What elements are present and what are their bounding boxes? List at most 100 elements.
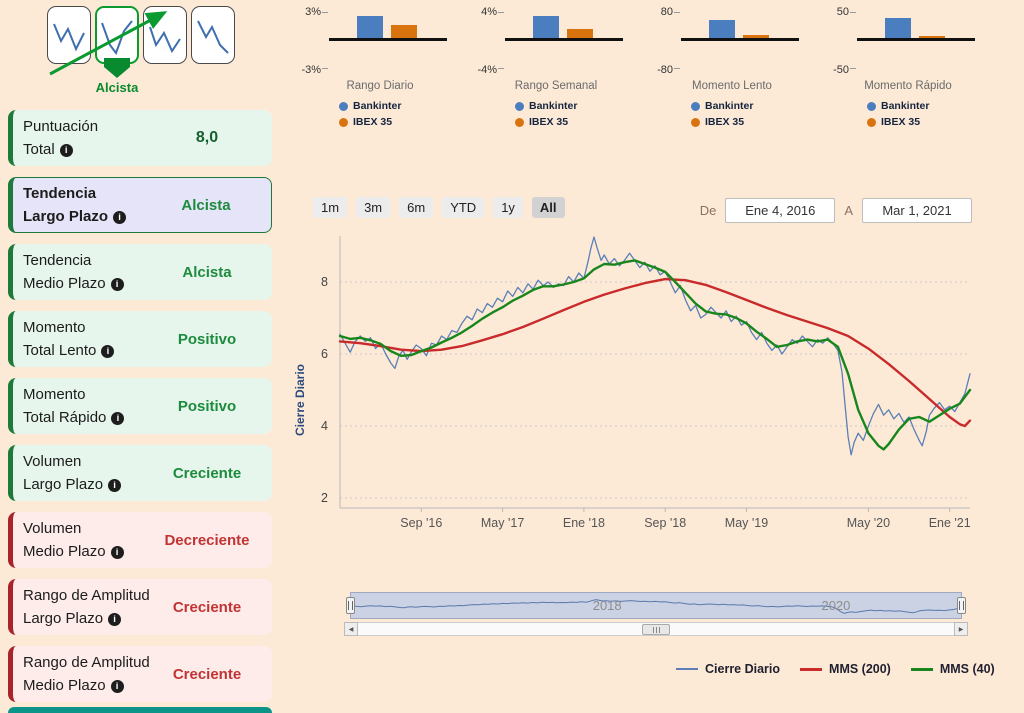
bar-ibex-35[interactable] — [743, 34, 769, 38]
legend-item[interactable]: Bankinter — [691, 100, 753, 112]
metric-label-line1: Rango de Amplitud — [23, 586, 150, 604]
mini-chart-legend: Bankinter IBEX 35 — [515, 100, 577, 132]
scrollbar-right-arrow-icon[interactable]: ▶ — [954, 622, 968, 636]
legend-item-mms-40-line[interactable]: MMS (40) — [910, 662, 995, 676]
legend-item[interactable]: Bankinter — [867, 100, 929, 112]
range-selector: 1m 3m 6m YTD 1y All — [313, 197, 565, 218]
metric-card-7[interactable]: Volumen Medio Plazo i Decreciente — [8, 512, 272, 568]
bar-ibex-35[interactable] — [567, 28, 593, 38]
info-icon[interactable]: i — [108, 479, 122, 492]
metric-cards-list: Puntuación Total i 8,0 Tendencia Largo Plazo i… — [8, 110, 272, 713]
navigator-left-handle[interactable] — [346, 597, 355, 614]
chart-scrollbar: ◀ ▶ — [344, 622, 968, 636]
info-icon[interactable]: i — [110, 546, 124, 559]
metric-value: Creciente — [172, 464, 242, 482]
metric-label-line1: Volumen — [23, 519, 82, 537]
metric-card-1[interactable]: Puntuación Total i 8,0 — [8, 110, 272, 166]
metric-value: Alcista — [182, 263, 232, 281]
trend-option-3[interactable] — [143, 6, 187, 64]
trend-option-4[interactable] — [191, 6, 235, 64]
bar-bankinter[interactable] — [357, 16, 383, 38]
bar-ibex-35[interactable] — [919, 35, 945, 38]
legend-item-mms-200-line[interactable]: MMS (200) — [800, 662, 891, 676]
metric-label-line1: Volumen — [23, 452, 82, 470]
scrollbar-track[interactable] — [358, 622, 954, 636]
metric-card-label: Puntuación Total i — [23, 115, 98, 162]
info-icon[interactable]: i — [110, 680, 124, 693]
metric-card-4[interactable]: Momento Total Lento i Positivo — [8, 311, 272, 367]
date-from-input[interactable] — [725, 198, 836, 223]
metric-card-5[interactable]: Momento Total Rápido i Positivo — [8, 378, 272, 434]
metric-card-6[interactable]: Volumen Largo Plazo i Creciente — [8, 445, 272, 501]
info-icon[interactable]: i — [108, 613, 122, 626]
legend-label: Bankinter — [353, 100, 402, 112]
legend-item[interactable]: IBEX 35 — [867, 116, 929, 128]
range-button-all[interactable]: All — [531, 197, 565, 218]
legend-item[interactable]: IBEX 35 — [691, 116, 753, 128]
info-icon[interactable]: i — [111, 412, 125, 425]
price-chart[interactable]: 2 4 6 8 Sep '16 May '17 Ene '18 Sep '18 May '19 M… — [292, 230, 986, 542]
legend-item[interactable]: Bankinter — [339, 100, 401, 112]
mini-chart-title: Momento Lento — [692, 80, 772, 92]
legend-item[interactable]: IBEX 35 — [515, 116, 577, 128]
trend-selector: Alcista — [8, 4, 274, 108]
y-max-label: 4% — [481, 6, 497, 18]
bar-bankinter[interactable] — [885, 18, 911, 38]
legend-item-cierre-diario-line[interactable]: Cierre Diario — [676, 662, 780, 676]
zero-baseline — [505, 38, 623, 41]
range-button-1m[interactable]: 1m — [313, 197, 348, 218]
range-button-ytd[interactable]: YTD — [442, 197, 485, 218]
trend-option-1[interactable] — [47, 6, 91, 64]
navigator-right-handle[interactable] — [957, 597, 966, 614]
axis-tick — [322, 12, 328, 13]
bar-bankinter[interactable] — [709, 20, 735, 38]
range-button-3m[interactable]: 3m — [356, 197, 391, 218]
date-to-input[interactable] — [862, 198, 972, 223]
trend-option-2-selected[interactable] — [95, 6, 139, 64]
trend-options-row — [47, 6, 235, 64]
series-legend: Cierre Diario MMS (200) MMS (40) — [676, 662, 995, 676]
metric-label-line2: Largo Plazo i — [23, 205, 127, 228]
metric-label-line1: Rango de Amplitud — [23, 653, 150, 671]
y-min-label: -80 — [657, 64, 673, 76]
mini-chart-momento-lento: 80 -80 Momento Lento Bankinter IBEX 35 — [647, 4, 805, 152]
legend-dot-icon — [339, 117, 348, 127]
metric-card-9[interactable]: Rango de Amplitud Medio Plazo i Creciente — [8, 646, 272, 702]
metric-card-8[interactable]: Rango de Amplitud Largo Plazo i Creciente — [8, 579, 272, 635]
legend-item[interactable]: IBEX 35 — [339, 116, 401, 128]
metric-label-line1: Tendencia — [23, 184, 97, 202]
bar-bankinter[interactable] — [533, 15, 559, 38]
date-to-label: A — [844, 203, 853, 218]
metric-card-label: Rango de Amplitud Medio Plazo i — [23, 651, 150, 698]
info-icon[interactable]: i — [110, 278, 124, 291]
legend-label: Bankinter — [705, 100, 754, 112]
info-icon[interactable]: i — [101, 345, 115, 358]
info-icon[interactable]: i — [59, 144, 73, 157]
mini-chart-momento-rapido: 50 -50 Momento Rápido Bankinter IBEX 35 — [823, 4, 981, 152]
metric-value: Positivo — [177, 330, 237, 348]
range-button-6m[interactable]: 6m — [399, 197, 434, 218]
metric-card-label: Volumen Largo Plazo i — [23, 450, 122, 497]
legend-item[interactable]: Bankinter — [515, 100, 577, 112]
metric-card-label: Tendencia Medio Plazo i — [23, 249, 124, 296]
zero-baseline — [329, 38, 447, 41]
range-button-1y[interactable]: 1y — [493, 197, 523, 218]
metric-label-line2: Largo Plazo i — [23, 607, 150, 630]
mini-chart-legend: Bankinter IBEX 35 — [867, 100, 929, 132]
trend-chart-icon — [197, 20, 229, 54]
x-tick-label: May '19 — [725, 516, 768, 530]
mms-40-line — [338, 259, 972, 451]
axis-tick — [498, 68, 504, 69]
navigator-series-line — [350, 599, 960, 614]
axis-tick — [322, 68, 328, 69]
info-icon[interactable]: i — [113, 211, 127, 224]
chart-navigator[interactable]: 2018 2020 — [346, 592, 966, 619]
scrollbar-left-arrow-icon[interactable]: ◀ — [344, 622, 358, 636]
metric-card-3[interactable]: Tendencia Medio Plazo i Alcista — [8, 244, 272, 300]
trend-chart-icon — [53, 23, 85, 52]
metric-card-2[interactable]: Tendencia Largo Plazo i Alcista — [8, 177, 272, 233]
scrollbar-grip[interactable] — [642, 624, 670, 635]
legend-label: IBEX 35 — [881, 116, 921, 128]
y-tick-label: 2 — [321, 491, 328, 505]
bar-ibex-35[interactable] — [391, 25, 417, 38]
